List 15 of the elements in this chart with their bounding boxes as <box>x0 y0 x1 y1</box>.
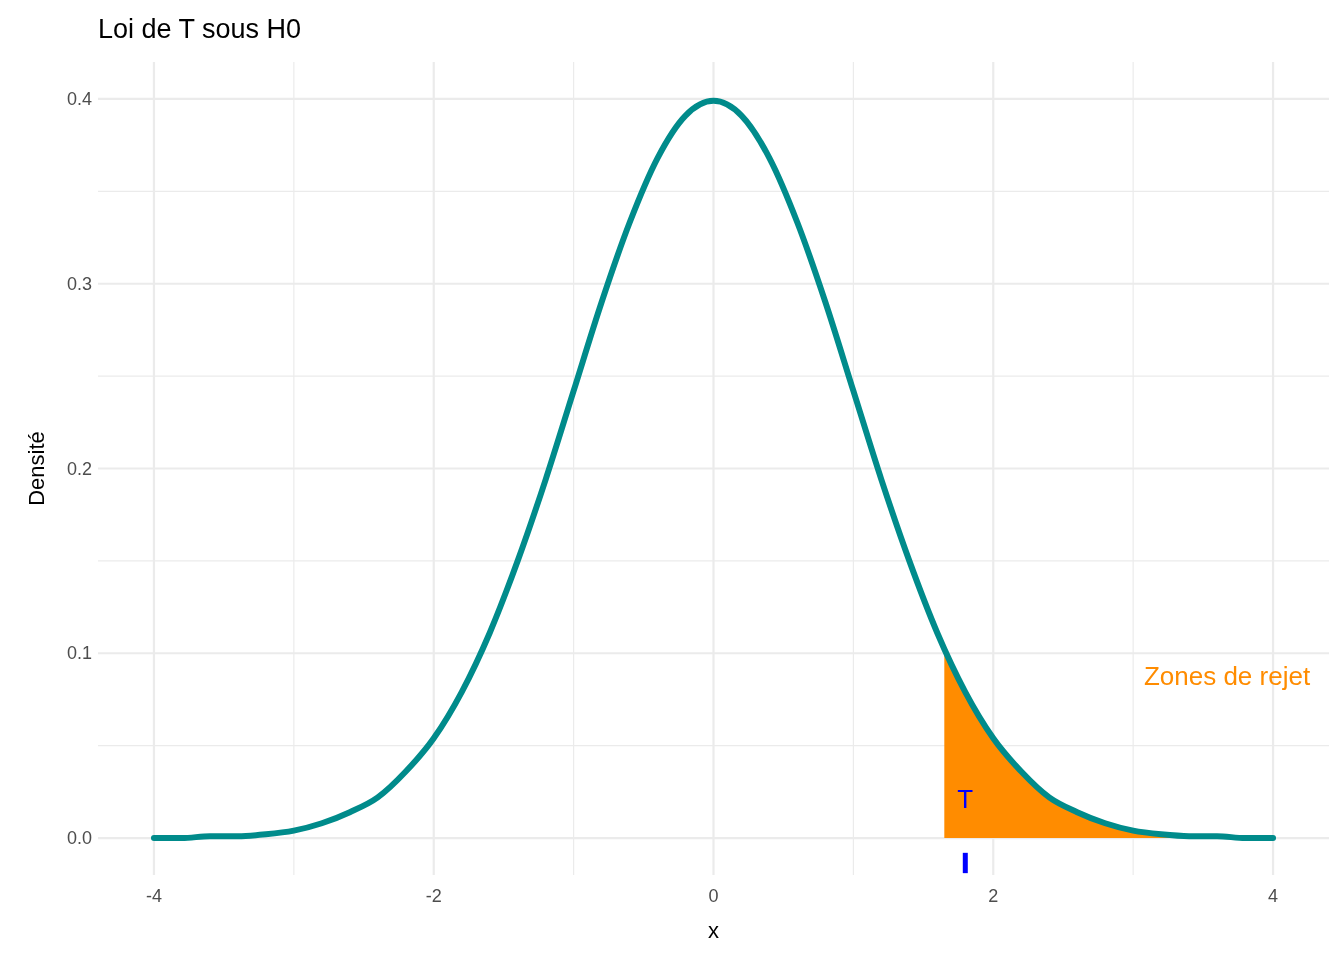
y-tick-label: 0.4 <box>66 88 92 109</box>
annotation: T <box>957 784 974 814</box>
chart-title: Loi de T sous H0 <box>98 14 302 44</box>
y-tick-label: 0.2 <box>66 458 92 479</box>
annotation: Zones de rejet <box>1143 660 1311 691</box>
x-tick-label: -2 <box>425 886 442 906</box>
y-tick-label: 0.1 <box>66 643 92 664</box>
x-tick-label: 0 <box>708 886 719 906</box>
y-tick-label: 0.3 <box>66 273 92 294</box>
y-axis-title: Densité <box>24 431 49 506</box>
x-axis-title: x <box>708 918 719 943</box>
y-tick-label: 0.0 <box>66 828 92 849</box>
x-tick-label: -4 <box>145 886 162 906</box>
x-tick-label: 4 <box>1268 886 1279 906</box>
x-tick-label: 2 <box>988 886 999 906</box>
